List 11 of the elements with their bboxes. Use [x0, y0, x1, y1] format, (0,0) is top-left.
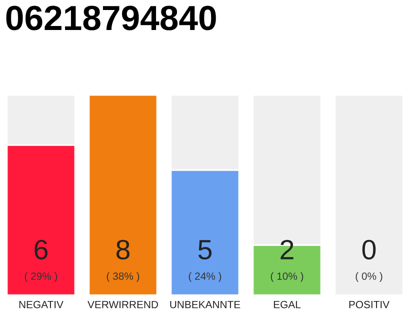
x-tick-label: POSITIV [349, 300, 390, 308]
chart-title: 06218794840 [6, 6, 216, 30]
data-label: 6 ( 29% ) [24, 240, 58, 282]
x-tick-label: VERWIRREND [88, 300, 158, 308]
data-label: 8 ( 38% ) [106, 240, 140, 282]
data-label: 0 ( 0% ) [356, 240, 382, 282]
data-label: 5 ( 24% ) [188, 240, 222, 282]
x-tick-label: NEGATIV [19, 300, 64, 308]
x-tick-label: UNBEKANNTE [170, 300, 240, 308]
x-tick-label: EGAL [274, 300, 301, 308]
bar [88, 95, 158, 296]
